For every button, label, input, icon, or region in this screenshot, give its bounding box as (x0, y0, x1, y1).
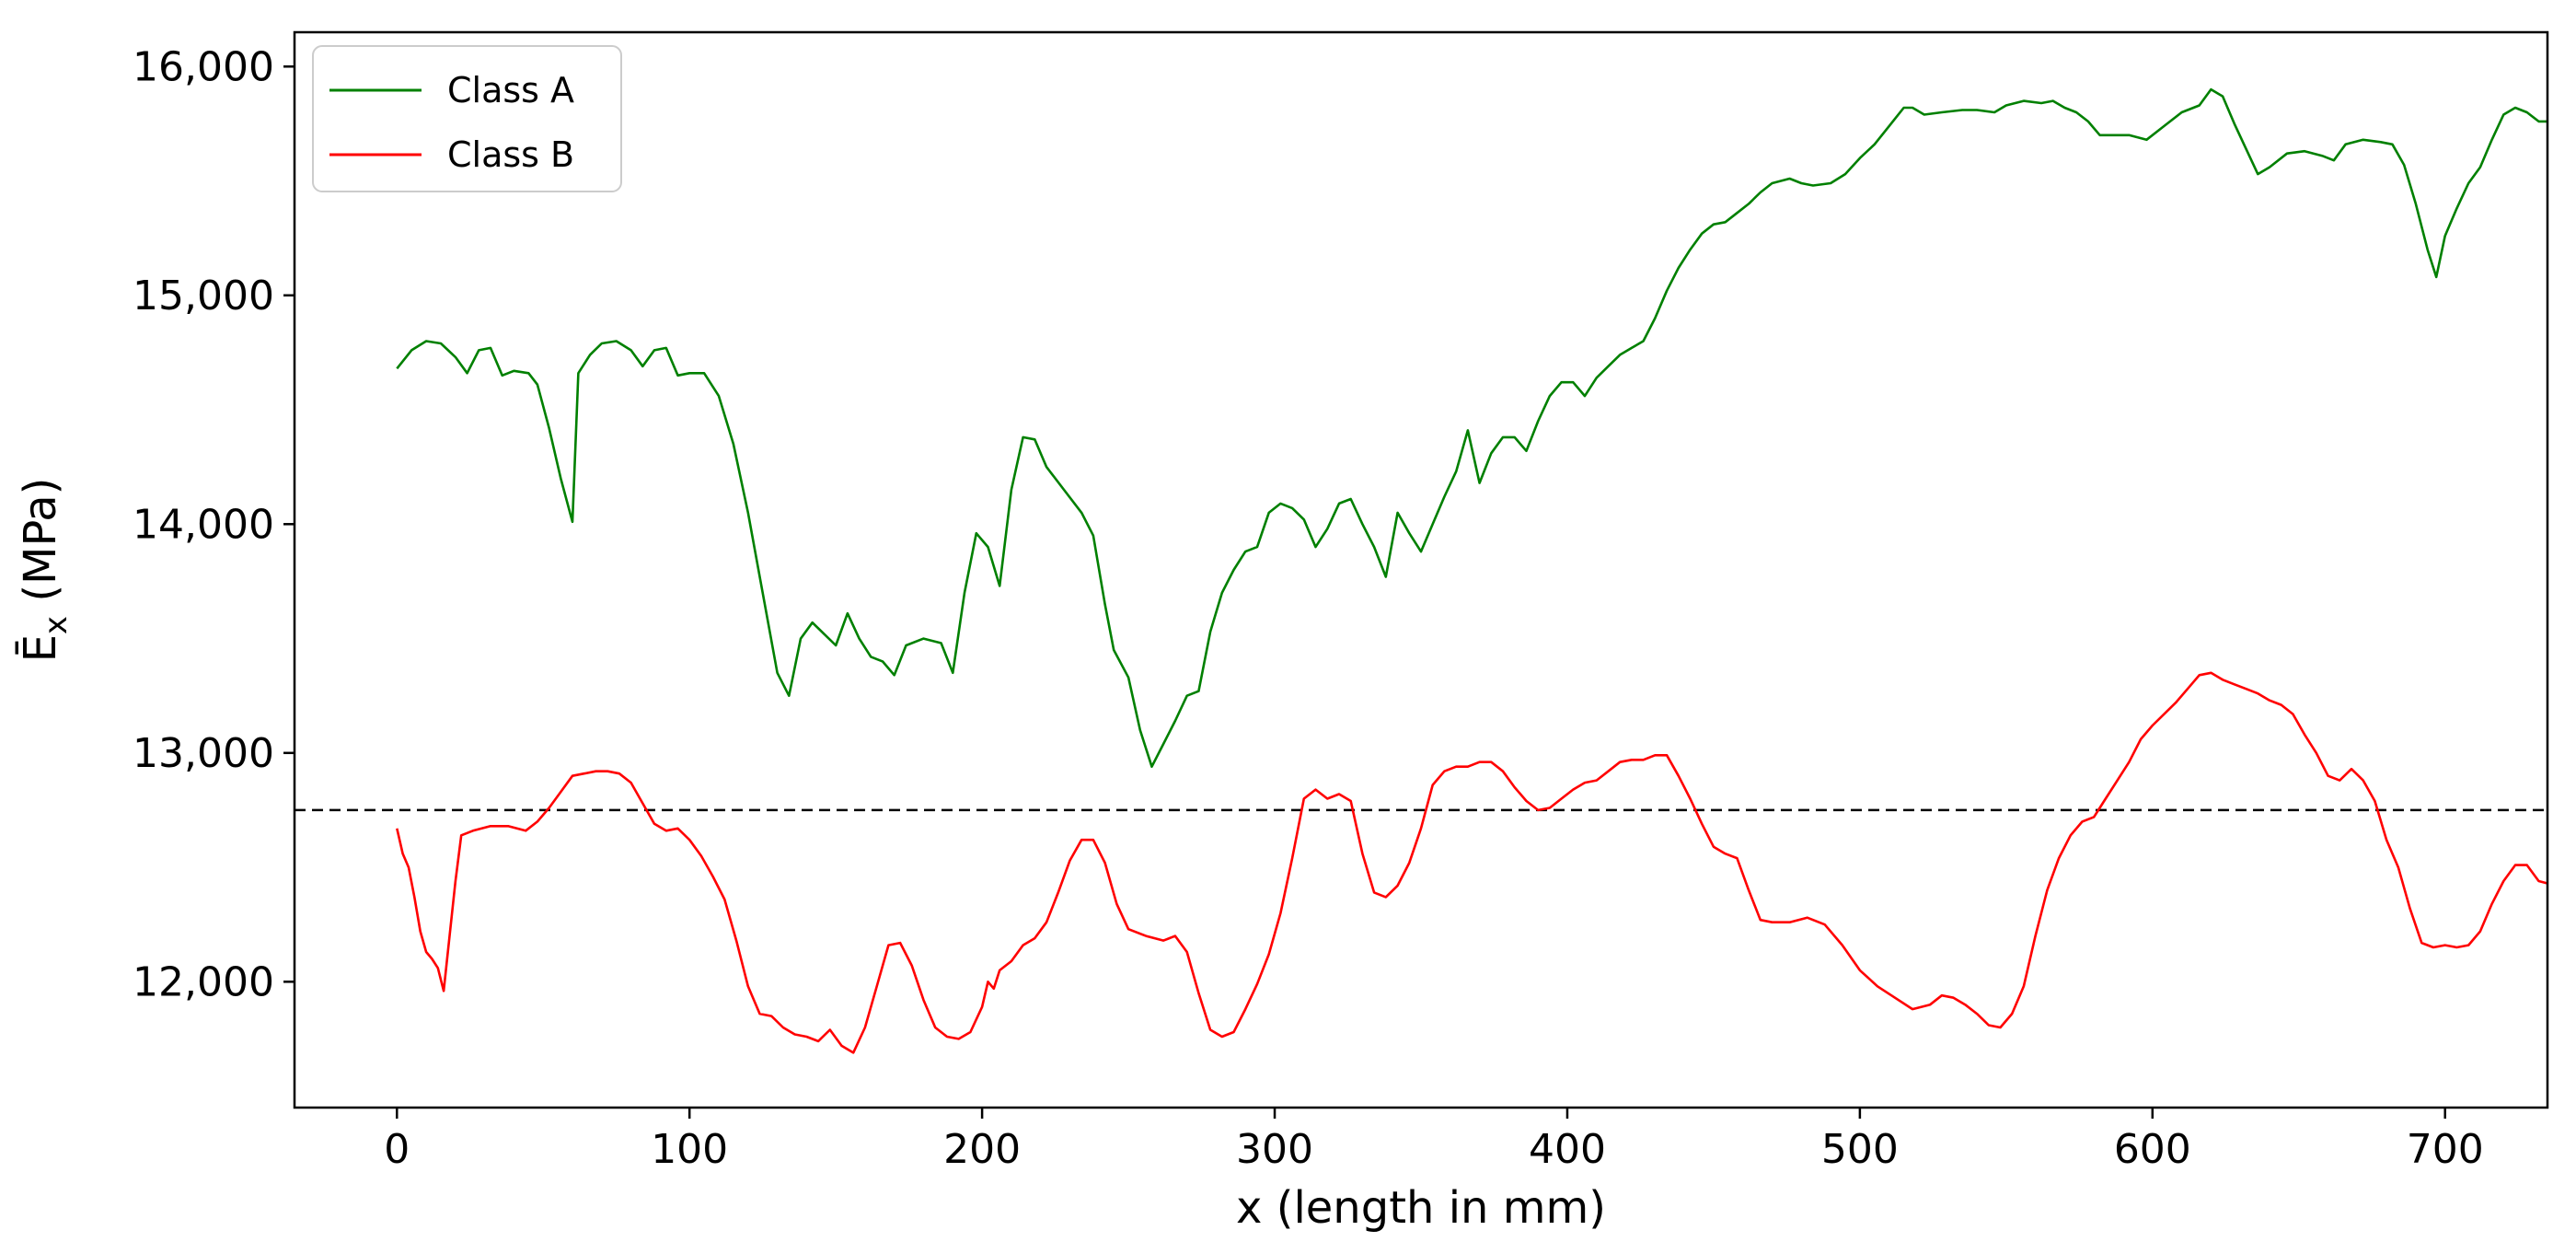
y-axis-label-main: Ē (15, 634, 66, 662)
x-tick-label: 300 (1236, 1126, 1313, 1173)
y-tick-label: 13,000 (133, 730, 274, 777)
y-tick-label: 14,000 (133, 501, 274, 548)
x-tick-label: 0 (384, 1126, 410, 1173)
legend-label-class-a: Class A (447, 70, 574, 110)
plot-frame (293, 30, 2549, 1109)
y-axis-label: Ēx (MPa) (15, 478, 75, 663)
legend: Class A Class B (312, 45, 622, 192)
y-tick-label: 16,000 (133, 43, 274, 90)
x-tick-label: 500 (1821, 1126, 1899, 1173)
x-tick-label: 200 (943, 1126, 1021, 1173)
series-line-class-a (396, 87, 2547, 768)
y-axis: 12,000 13,000 14,000 15,000 16,000 (133, 43, 295, 1005)
x-axis: 0 100 200 300 400 500 600 700 (384, 1108, 2484, 1173)
x-axis-label: x (length in mm) (1236, 1182, 1606, 1234)
x-tick-label: 100 (651, 1126, 728, 1173)
legend-label-class-b: Class B (447, 134, 574, 175)
x-tick-label: 600 (2114, 1126, 2191, 1173)
series-line-class-b (396, 671, 2548, 1054)
y-axis-label-subscript: x (38, 616, 75, 634)
x-tick-label: 400 (1529, 1126, 1606, 1173)
y-tick-label: 12,000 (133, 958, 274, 1005)
y-tick-label: 15,000 (133, 273, 274, 319)
x-tick-label: 700 (2407, 1126, 2484, 1173)
plot-area (295, 87, 2548, 1054)
y-axis-label-unit: (MPa) (15, 478, 66, 616)
